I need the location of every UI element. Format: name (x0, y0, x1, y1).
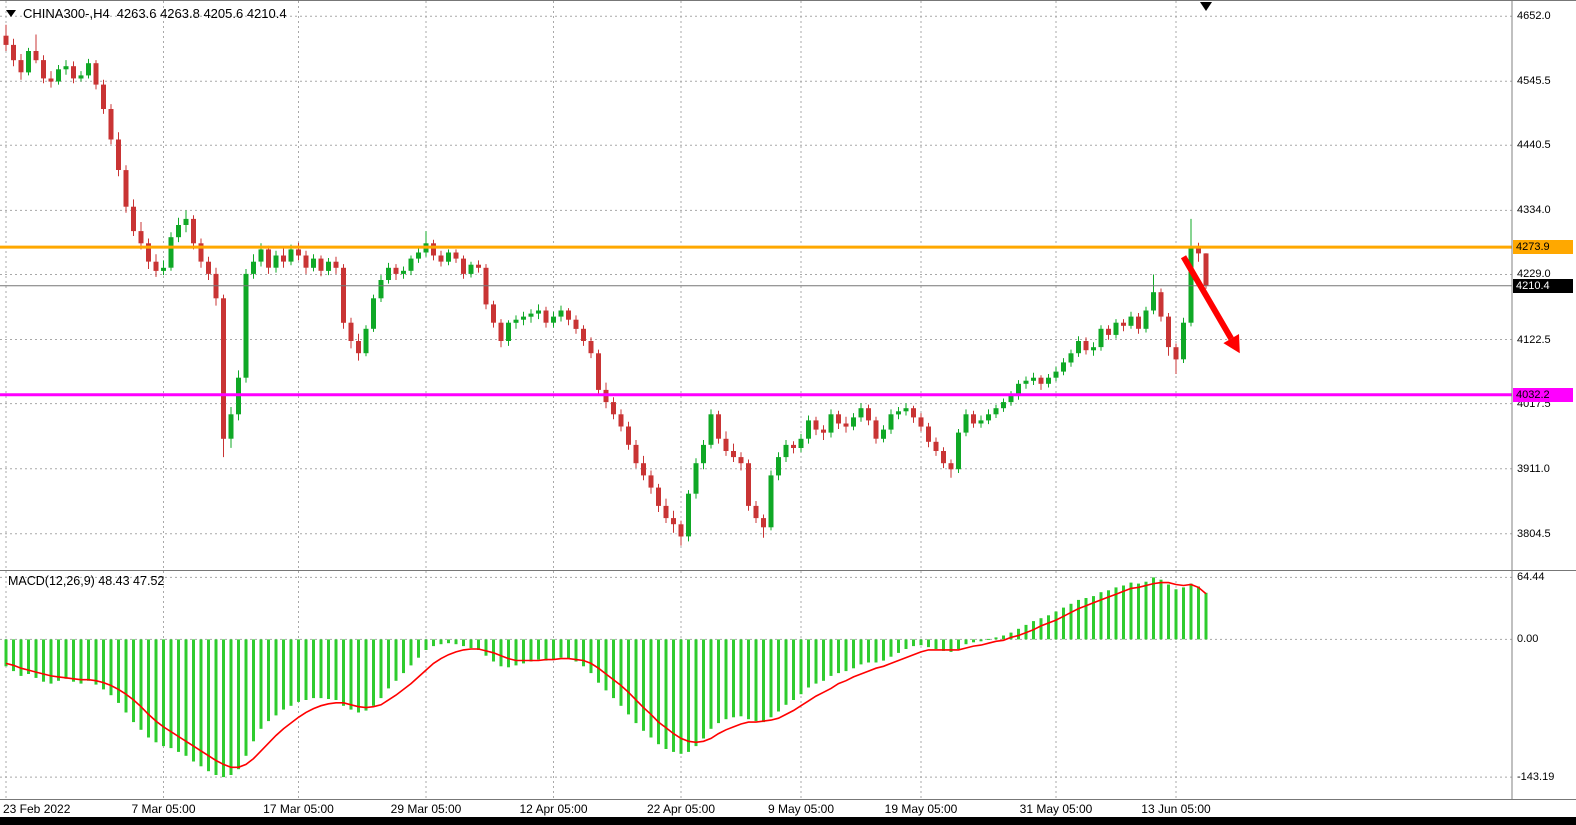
current-price-badge: 4210.4 (1513, 278, 1573, 293)
horizontal-lines[interactable] (0, 245, 1512, 397)
time-axis-label: 9 May 05:00 (767, 802, 835, 816)
macd-panel: MACD(12,26,9) 48.43 47.52 64.44 0.00 -143.… (0, 570, 1576, 800)
macd-axis-label: -143.19 (1517, 771, 1555, 784)
price-axis-label: 4122.5 (1517, 333, 1551, 346)
time-axis-label: 23 Feb 2022 (3, 802, 71, 816)
bottom-bar (0, 817, 1576, 825)
support-line-badge[interactable]: 4032.2 (1513, 387, 1573, 402)
down-arrow-annotation[interactable] (1180, 255, 1240, 354)
chart-title: CHINA300-,H4 4263.6 4263.8 4205.6 4210.4 (6, 6, 287, 21)
candles (3, 24, 1209, 546)
symbol-period-label: CHINA300-,H4 (23, 6, 110, 21)
resistance-line-badge[interactable]: 4273.9 (1513, 240, 1573, 255)
macd-histogram (4, 577, 1208, 778)
dropdown-triangle-icon[interactable] (6, 10, 16, 17)
time-axis-label: 29 Mar 05:00 (390, 802, 462, 816)
price-axis-label: 4652.0 (1517, 10, 1551, 23)
price-axis-label: 4545.5 (1517, 75, 1551, 88)
price-chart[interactable] (0, 1, 1576, 571)
time-axis-label: 7 Mar 05:00 (131, 802, 196, 816)
macd-chart[interactable] (0, 571, 1576, 800)
time-axis: 23 Feb 2022 7 Mar 05:00 17 Mar 05:00 29 Mar… (0, 799, 1576, 817)
time-axis-label: 22 Apr 05:00 (646, 802, 716, 816)
time-axis-label: 13 Jun 05:00 (1141, 802, 1211, 816)
macd-label: MACD(12,26,9) 48.43 47.52 (8, 574, 165, 588)
price-axis-label: 4229.0 (1517, 268, 1551, 281)
time-axis-label: 31 May 05:00 (1019, 802, 1093, 816)
price-axis-label: 4440.5 (1517, 139, 1551, 152)
macd-axis-label: 0.00 (1517, 633, 1539, 646)
time-axis-label: 12 Apr 05:00 (519, 802, 588, 816)
price-axis-label: 4334.0 (1517, 204, 1551, 217)
time-axis-label: 19 May 05:00 (884, 802, 958, 816)
ohlc-values: 4263.6 4263.8 4205.6 4210.4 (116, 6, 287, 21)
chart-shift-marker-icon[interactable] (1200, 2, 1212, 11)
price-panel: CHINA300-,H4 4263.6 4263.8 4205.6 4210.4… (0, 0, 1576, 571)
price-axis-label: 3804.5 (1517, 527, 1551, 540)
macd-signal-line (5, 581, 1207, 769)
price-axis-label: 3911.0 (1517, 462, 1550, 475)
time-axis-label: 17 Mar 05:00 (263, 802, 334, 816)
macd-axis-label: 64.44 (1517, 571, 1545, 584)
